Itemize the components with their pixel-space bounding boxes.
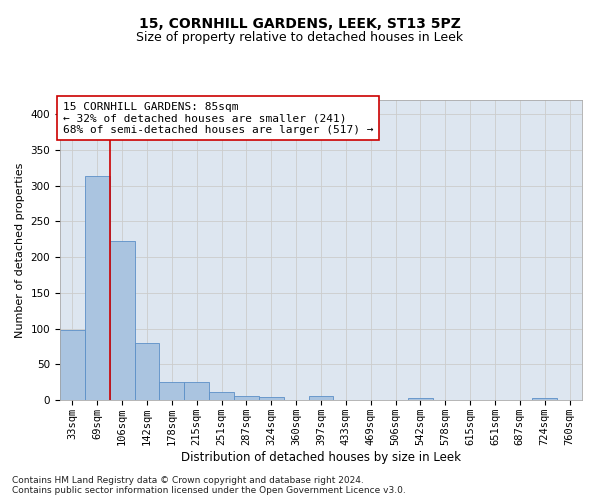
Y-axis label: Number of detached properties: Number of detached properties	[15, 162, 25, 338]
Bar	[184, 382, 209, 400]
Bar	[259, 397, 284, 400]
Bar	[209, 392, 234, 400]
Bar	[134, 343, 160, 400]
Bar	[234, 396, 259, 400]
Bar	[60, 330, 85, 400]
Bar	[532, 398, 557, 400]
Text: Size of property relative to detached houses in Leek: Size of property relative to detached ho…	[136, 31, 464, 44]
Bar	[160, 382, 184, 400]
Text: 15, CORNHILL GARDENS, LEEK, ST13 5PZ: 15, CORNHILL GARDENS, LEEK, ST13 5PZ	[139, 18, 461, 32]
Bar	[110, 242, 134, 400]
Bar	[408, 398, 433, 400]
Bar	[308, 396, 334, 400]
Text: Contains HM Land Registry data © Crown copyright and database right 2024.
Contai: Contains HM Land Registry data © Crown c…	[12, 476, 406, 495]
X-axis label: Distribution of detached houses by size in Leek: Distribution of detached houses by size …	[181, 450, 461, 464]
Bar	[85, 176, 110, 400]
Text: 15 CORNHILL GARDENS: 85sqm
← 32% of detached houses are smaller (241)
68% of sem: 15 CORNHILL GARDENS: 85sqm ← 32% of deta…	[62, 102, 373, 134]
